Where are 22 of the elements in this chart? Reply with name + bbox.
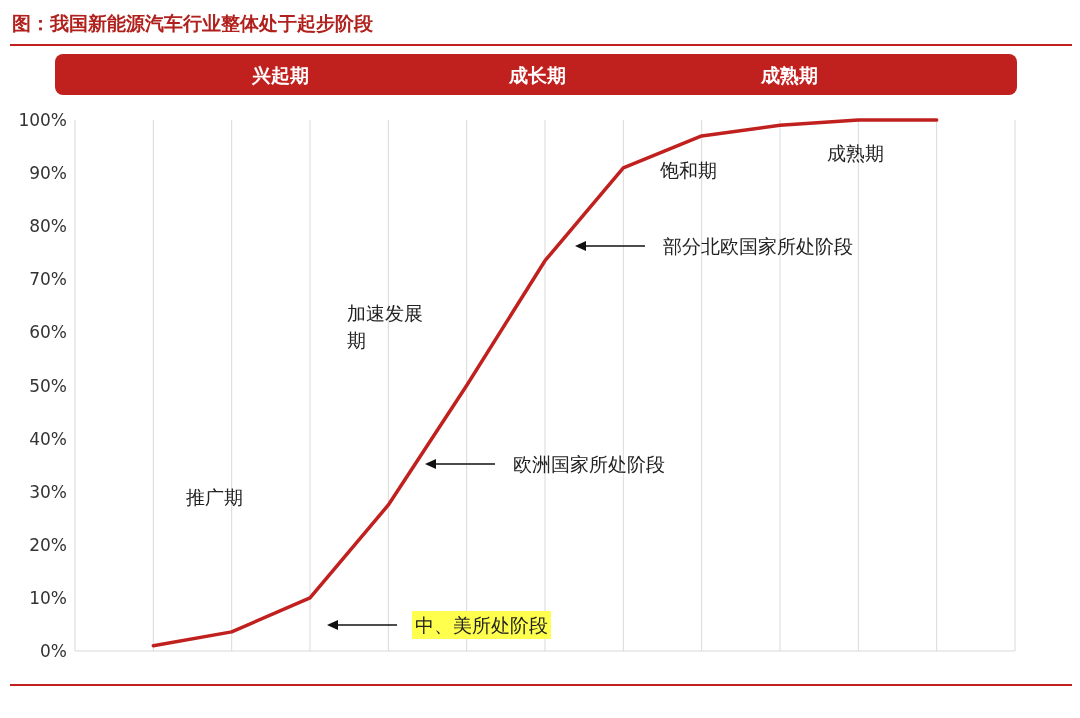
annotation: 饱和期 xyxy=(659,159,717,181)
chart-title: 图：我国新能源汽车行业整体处于起步阶段 xyxy=(12,12,374,34)
y-tick-label: 20% xyxy=(29,534,67,555)
annotation: 成熟期 xyxy=(827,142,884,164)
text: 兴起期 xyxy=(250,64,309,86)
y-tick-label: 60% xyxy=(29,322,67,343)
y-tick-label: 10% xyxy=(29,587,67,608)
annotation: 部分北欧国家所处阶段 xyxy=(663,235,853,257)
y-tick-label: 50% xyxy=(29,375,67,396)
y-tick-label: 100% xyxy=(18,110,67,130)
y-tick-label: 70% xyxy=(29,269,67,290)
line-series xyxy=(151,118,939,648)
y-tick-label: 30% xyxy=(29,481,67,502)
y-tick-label: 90% xyxy=(29,163,67,184)
annotation: 加速发展期 xyxy=(347,302,423,351)
y-tick-label: 40% xyxy=(29,428,67,449)
text: 成熟期 xyxy=(759,64,818,86)
annotation: 推广期 xyxy=(186,486,243,508)
y-tick-label: 80% xyxy=(29,216,67,237)
y-tick-label: 0% xyxy=(40,641,67,661)
annotation: 欧洲国家所处阶段 xyxy=(513,453,665,475)
text: 成长期 xyxy=(507,64,566,86)
